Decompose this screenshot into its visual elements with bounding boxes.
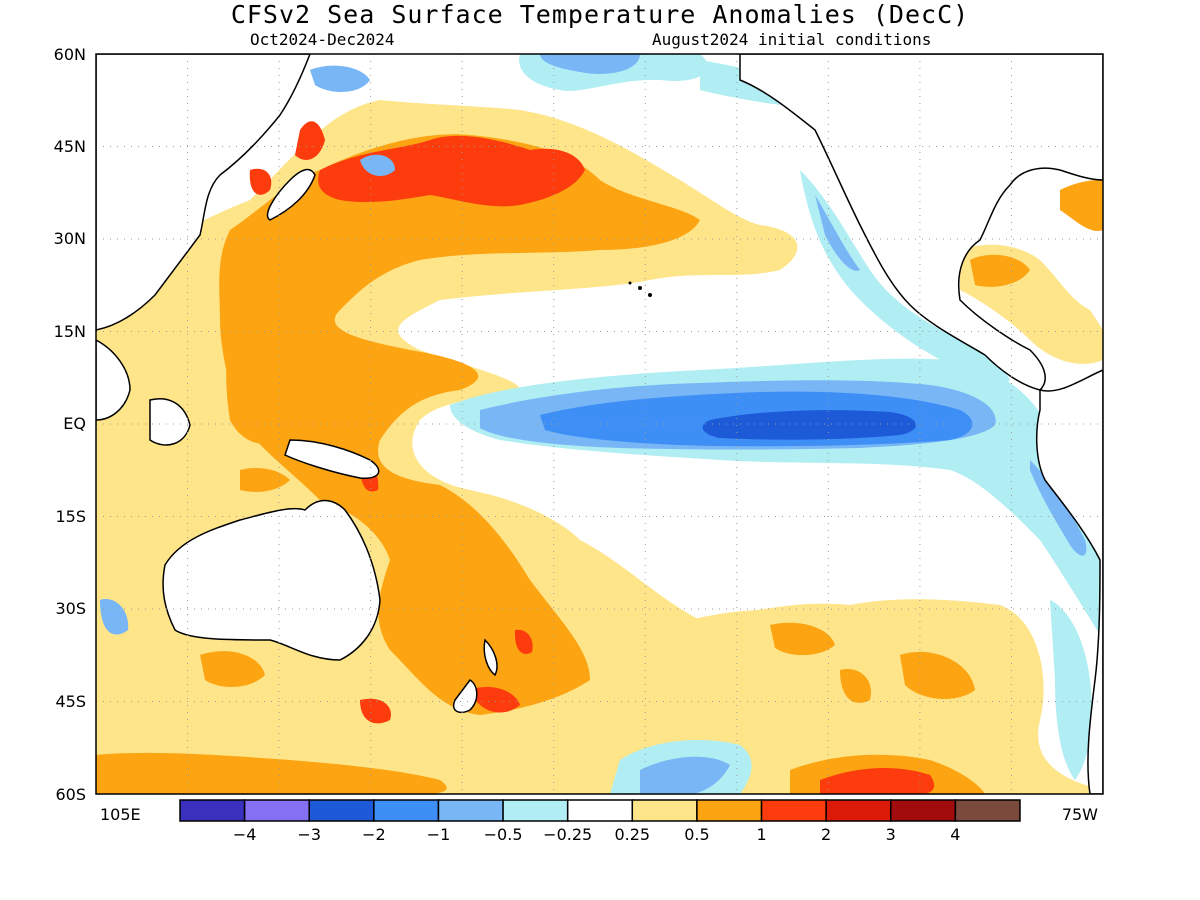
colorbar-label: −0.5 [484, 825, 523, 844]
lon-left-label: 105E [100, 805, 141, 824]
colorbar-swatch [760, 799, 827, 822]
colorbar-label: −4 [233, 825, 257, 844]
forecast-period: Oct2024-Dec2024 [250, 30, 395, 49]
lat-tick-label: EQ [63, 414, 86, 433]
colorbar-swatch [696, 799, 763, 822]
colorbar-label: −2 [362, 825, 386, 844]
colorbar-swatch [373, 799, 440, 822]
colorbar-label: 4 [950, 825, 960, 844]
colorbar [179, 799, 1021, 822]
colorbar-label: 2 [821, 825, 831, 844]
colorbar-label: −0.25 [543, 825, 592, 844]
lat-tick-label: 45N [54, 137, 86, 156]
colorbar-label: −3 [297, 825, 321, 844]
initial-conditions: August2024 initial conditions [652, 30, 932, 49]
anomaly-field [96, 54, 1103, 794]
colorbar-swatch [631, 799, 698, 822]
latitude-labels: 60N 45N 30N 15N EQ 15S 30S 45S 60S [54, 45, 86, 804]
colorbar-label: 0.25 [614, 825, 650, 844]
colorbar-label: 3 [886, 825, 896, 844]
colorbar-swatch [890, 799, 957, 822]
lat-tick-label: 30N [54, 229, 86, 248]
colorbar-labels: −4 −3 −2 −1 −0.5 −0.25 0.25 0.5 1 2 3 4 [233, 825, 961, 844]
lat-tick-label: 60S [55, 785, 86, 804]
lat-tick-label: 15S [55, 507, 86, 526]
grid-lines [96, 54, 1103, 794]
colorbar-swatch [502, 799, 569, 822]
colorbar-label: 1 [756, 825, 766, 844]
colorbar-swatch [243, 799, 310, 822]
lat-tick-label: 45S [55, 692, 86, 711]
lat-tick-label: 15N [54, 322, 86, 341]
colorbar-swatch [954, 799, 1021, 822]
colorbar-swatch [179, 799, 246, 822]
colorbar-swatch [825, 799, 892, 822]
map-frame [95, 53, 1104, 795]
colorbar-label: −1 [427, 825, 451, 844]
colorbar-swatch [566, 799, 634, 822]
lon-right-label: 75W [1062, 805, 1098, 824]
lat-tick-label: 30S [55, 599, 86, 618]
colorbar-label: 0.5 [684, 825, 709, 844]
figure-title: CFSv2 Sea Surface Temperature Anomalies … [230, 0, 970, 29]
colorbar-swatch [308, 799, 375, 822]
colorbar-swatch [437, 799, 504, 822]
lat-tick-label: 60N [54, 45, 86, 64]
